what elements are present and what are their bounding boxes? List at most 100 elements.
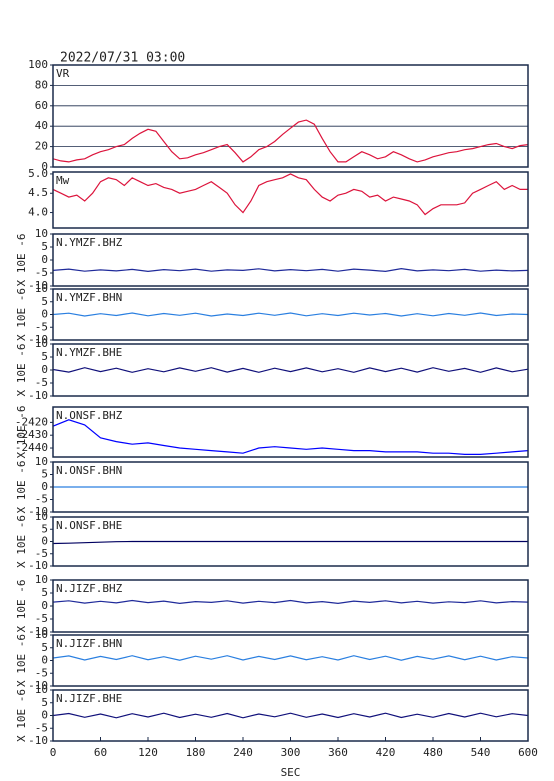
y-axis-label: X 10E -6 (15, 580, 28, 633)
y-tick-label: -10 (28, 559, 48, 572)
y-tick-label: 20 (35, 140, 48, 153)
y-tick-label: 0 (41, 599, 48, 612)
y-tick-label: -2420 (15, 415, 48, 428)
y-tick-label: -10 (28, 389, 48, 402)
y-tick-label: 0 (41, 654, 48, 667)
y-axis-label: X 10E -6 (15, 288, 28, 341)
panel-label: Mw (56, 174, 70, 187)
panel-label: N.YMZF.BHZ (56, 236, 123, 249)
y-tick-label: 0 (41, 308, 48, 321)
y-tick-label: 10 (35, 227, 48, 240)
panel-label: N.YMZF.BHE (56, 346, 122, 359)
panel-frame (52, 343, 529, 397)
trace (53, 267, 528, 273)
y-tick-label: 4.5 (28, 186, 48, 199)
trace (53, 599, 528, 605)
panel-frame (52, 171, 529, 229)
panel-frame (52, 288, 529, 341)
y-tick-label: 0 (41, 535, 48, 548)
y-tick-label: 100 (28, 58, 48, 71)
y-axis-label: X 10E -6 (15, 344, 28, 397)
x-tick-label: 360 (328, 746, 348, 759)
panel-frame (52, 64, 529, 168)
y-tick-label: 5 (41, 586, 48, 599)
y-tick-label: 5 (41, 350, 48, 363)
y-tick-label: -5 (35, 266, 48, 279)
y-axis-label: X 10E -6 (15, 515, 28, 568)
y-tick-label: 4.0 (28, 206, 48, 219)
y-tick-label: 0 (41, 709, 48, 722)
panel-frame (52, 516, 529, 567)
x-tick-label: 300 (281, 746, 301, 759)
y-tick-label: -10 (28, 734, 48, 747)
y-tick-label: 10 (35, 683, 48, 696)
y-tick-label: 5 (41, 295, 48, 308)
x-tick-label: 0 (50, 746, 57, 759)
y-tick-label: -5 (35, 320, 48, 333)
y-tick-label: -5 (35, 721, 48, 734)
y-tick-label: 5.0 (28, 167, 48, 180)
y-tick-label: 10 (35, 455, 48, 468)
y-axis-label: X 10E -6 (15, 406, 28, 459)
trace (53, 655, 528, 661)
y-tick-label: 10 (35, 282, 48, 295)
y-tick-label: -10 (28, 333, 48, 346)
y-tick-label: -5 (35, 547, 48, 560)
x-axis-label: SEC (281, 766, 301, 779)
y-tick-label: -10 (28, 625, 48, 638)
panel-label: N.ONSF.BHE (56, 519, 122, 532)
y-tick-label: -5 (35, 612, 48, 625)
y-tick-label: -2440 (15, 441, 48, 454)
y-tick-label: -5 (35, 666, 48, 679)
y-tick-label: 0 (41, 253, 48, 266)
trace (53, 119, 528, 163)
panel-label: N.JIZF.BHE (56, 692, 122, 705)
x-tick-label: 120 (138, 746, 158, 759)
y-tick-label: -5 (35, 376, 48, 389)
y-axis-label: X 10E -6 (15, 234, 28, 287)
panel-label: N.JIZF.BHN (56, 637, 122, 650)
x-tick-label: 600 (518, 746, 538, 759)
x-tick-label: 480 (423, 746, 443, 759)
x-tick-label: 420 (376, 746, 396, 759)
y-axis-label: X 10E -6 (15, 634, 28, 687)
y-tick-label: 10 (35, 510, 48, 523)
panel-label: N.ONSF.BHN (56, 464, 122, 477)
panel-label: N.ONSF.BHZ (56, 409, 123, 422)
panel-frame (52, 406, 529, 458)
y-tick-label: 5 (41, 468, 48, 481)
y-tick-label: -10 (28, 279, 48, 292)
y-tick-label: -2430 (15, 428, 48, 441)
y-tick-label: 10 (35, 573, 48, 586)
y-tick-label: -5 (35, 493, 48, 506)
trace (53, 540, 528, 545)
y-tick-label: 60 (35, 99, 48, 112)
panel-label: N.YMZF.BHN (56, 291, 122, 304)
y-axis-label: X 10E -6 (15, 461, 28, 514)
y-tick-label: 5 (41, 696, 48, 709)
x-tick-label: 60 (94, 746, 107, 759)
panel-label: VR (56, 67, 70, 80)
trace (53, 712, 528, 719)
panel-frame (52, 461, 529, 513)
y-tick-label: 0 (41, 480, 48, 493)
y-tick-label: -10 (28, 679, 48, 692)
trace (53, 173, 528, 216)
y-tick-label: -10 (28, 505, 48, 518)
y-tick-label: 0 (41, 160, 48, 173)
trace (53, 367, 528, 373)
y-tick-label: 5 (41, 641, 48, 654)
y-tick-label: 0 (41, 363, 48, 376)
y-axis-label: X 10E -6 (15, 689, 28, 742)
x-tick-label: 180 (186, 746, 206, 759)
panel-frame (52, 233, 529, 287)
panel-frame (52, 634, 529, 687)
y-tick-label: 5 (41, 240, 48, 253)
x-tick-label: 240 (233, 746, 253, 759)
y-tick-label: 10 (35, 337, 48, 350)
y-tick-label: 80 (35, 78, 48, 91)
y-tick-label: 10 (35, 628, 48, 641)
x-tick-label: 540 (471, 746, 491, 759)
trace (53, 419, 528, 455)
